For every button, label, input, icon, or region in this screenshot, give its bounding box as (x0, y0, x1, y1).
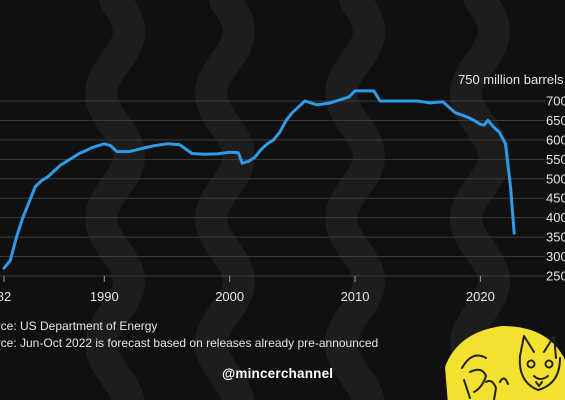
background-wave (324, 0, 386, 400)
y-tick-label: 350 (546, 230, 565, 245)
x-tick-label: 2020 (466, 289, 495, 304)
background-wave (449, 0, 511, 400)
y-tick-label: 500 (546, 171, 565, 186)
y-tick-label: 700 (546, 94, 565, 109)
background-wave-pattern (84, 0, 511, 400)
x-tick-label: 1990 (90, 289, 119, 304)
y-tick-label: 550 (546, 152, 565, 167)
y-tick-label: 650 (546, 113, 565, 128)
y-axis-label: 750 million barrels (458, 72, 564, 87)
forecast-note: urce: Jun-Oct 2022 is forecast based on … (0, 336, 379, 350)
y-tick-label: 450 (546, 191, 565, 206)
source-note: urce: US Department of Energy (0, 319, 158, 333)
channel-logo (445, 326, 565, 400)
series-line (2, 89, 516, 270)
y-tick-label: 300 (546, 249, 565, 264)
gridlines (0, 100, 545, 277)
y-tick-label: 600 (546, 132, 565, 147)
x-tick-label: 2010 (341, 289, 370, 304)
background-wave (194, 0, 256, 400)
x-tick-label: 2000 (215, 289, 244, 304)
x-axis-ticks: 82 1990 2000 2010 2020 (0, 276, 495, 304)
y-tick-label: 250 (546, 269, 565, 284)
background-wave (84, 0, 146, 400)
channel-handle: @mincerchannel (222, 366, 334, 381)
y-tick-label: 400 (546, 210, 565, 225)
y-axis-ticks: 250 300 350 400 450 500 550 600 650 700 (546, 94, 565, 284)
series-group (2, 89, 516, 270)
x-tick-label: 82 (0, 289, 11, 304)
